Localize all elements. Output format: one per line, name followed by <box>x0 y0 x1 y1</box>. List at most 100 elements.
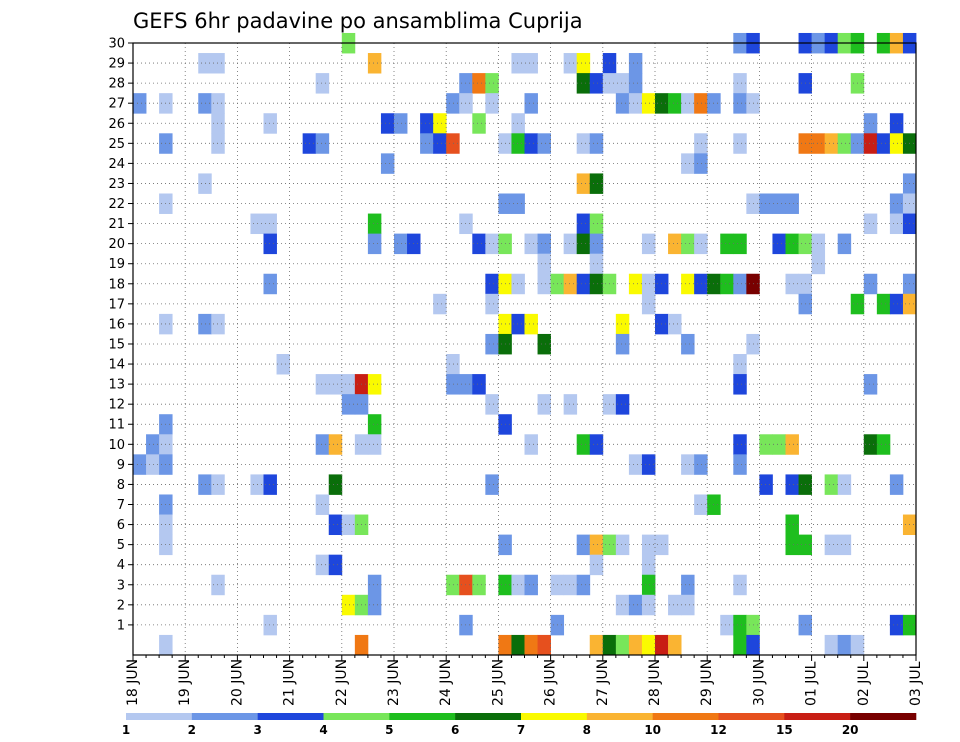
precip-cell <box>263 233 277 255</box>
legend-label: 6 <box>451 723 459 737</box>
precip-cell <box>485 394 499 415</box>
precip-cell <box>563 574 578 596</box>
precip-cell <box>641 534 656 556</box>
x-tick-label: 24 JUN <box>438 659 454 706</box>
precip-cell <box>198 53 212 74</box>
precip-cell <box>746 634 760 656</box>
y-tick-label: 26 <box>108 117 125 132</box>
precip-cell <box>628 594 643 616</box>
precip-cell <box>589 233 604 255</box>
precip-cell <box>446 574 460 596</box>
precip-cell <box>576 213 591 235</box>
precip-cell <box>524 233 538 255</box>
precip-cell <box>276 354 290 375</box>
precip-cell <box>315 374 330 395</box>
y-tick-label: 10 <box>108 438 125 453</box>
precip-cell <box>733 374 747 395</box>
precip-cell <box>628 454 643 475</box>
precip-cell <box>589 73 604 94</box>
precip-cell <box>863 133 878 154</box>
precip-cell <box>211 113 225 134</box>
precip-cell <box>367 213 382 235</box>
precip-cell <box>837 534 852 556</box>
precip-cell <box>889 293 904 315</box>
y-tick-label: 18 <box>108 277 125 292</box>
precip-cell <box>328 374 343 395</box>
legend-swatch <box>718 713 785 720</box>
precip-cell <box>628 273 643 295</box>
y-tick-label: 4 <box>117 558 125 573</box>
legend-swatch <box>586 713 653 720</box>
color-legend: 1 2 3 4 5 6 7 8 10 12 15 20 <box>122 713 917 737</box>
precip-cell <box>341 514 356 536</box>
legend-label: 10 <box>644 723 661 737</box>
precip-cell <box>511 113 525 134</box>
precip-cell <box>446 133 460 154</box>
x-tick-label: 20 JUN <box>229 659 245 706</box>
x-tick-label: 23 JUN <box>386 659 402 706</box>
y-tick-label: 6 <box>117 518 125 533</box>
precip-cell <box>733 273 747 295</box>
y-tick-label: 17 <box>108 297 125 312</box>
precip-cell <box>837 133 852 154</box>
precip-cell <box>641 293 656 315</box>
precip-cell <box>615 73 630 94</box>
legend-swatch <box>521 713 588 720</box>
precip-cell <box>785 434 799 455</box>
precip-cell <box>668 594 682 616</box>
precip-cell <box>681 233 695 255</box>
y-tick-label: 28 <box>108 77 125 92</box>
precip-cell <box>641 454 656 475</box>
precip-cell <box>785 514 799 536</box>
precip-cell <box>511 273 525 295</box>
precip-cell <box>589 534 604 556</box>
precip-cell <box>641 574 656 596</box>
x-tick-label: 25 JUN <box>490 659 506 706</box>
precip-cell <box>641 554 656 576</box>
precip-cell <box>733 574 747 596</box>
precip-cell <box>876 133 891 154</box>
precip-cell <box>889 474 904 495</box>
precip-cell <box>537 253 551 275</box>
precip-cell <box>537 233 551 255</box>
x-tick-label: 21 JUN <box>282 659 298 706</box>
precip-cell <box>876 293 891 315</box>
precip-cell <box>889 614 904 636</box>
x-tick-label: 18 JUN <box>125 659 141 706</box>
precip-cell <box>628 634 643 656</box>
legend-label: 7 <box>517 723 525 737</box>
precip-cell <box>576 434 591 455</box>
precip-cell <box>837 634 852 656</box>
precip-cell <box>263 113 277 134</box>
precip-cell <box>694 494 708 515</box>
precip-cell <box>315 73 330 94</box>
precip-cell <box>811 133 826 154</box>
y-tick-label: 27 <box>108 97 125 112</box>
y-tick-label: 21 <box>108 217 125 232</box>
precip-cell <box>589 173 604 194</box>
precip-cell <box>681 273 695 295</box>
y-tick-label: 13 <box>108 378 125 393</box>
precip-cell <box>576 273 591 295</box>
y-tick-label: 5 <box>117 538 125 553</box>
precip-cell <box>211 574 225 596</box>
precip-cell <box>472 233 486 255</box>
precip-cell <box>537 133 551 154</box>
precip-cell <box>589 213 604 235</box>
y-tick-label: 2 <box>117 598 125 613</box>
precip-cell <box>315 554 330 576</box>
precip-cell <box>615 394 630 415</box>
precip-cell <box>420 133 434 154</box>
precip-cell <box>524 133 538 154</box>
precip-cell <box>446 93 460 114</box>
precip-cell <box>537 273 551 295</box>
legend-swatch <box>257 713 324 720</box>
precip-cell <box>328 514 343 536</box>
precip-cell <box>785 233 799 255</box>
precip-cell <box>628 73 643 94</box>
precip-cell <box>589 253 604 275</box>
x-tick-label: 27 JUN <box>595 659 611 706</box>
precip-cell <box>485 273 499 295</box>
y-tick-label: 3 <box>117 578 125 593</box>
precip-cell <box>824 133 839 154</box>
